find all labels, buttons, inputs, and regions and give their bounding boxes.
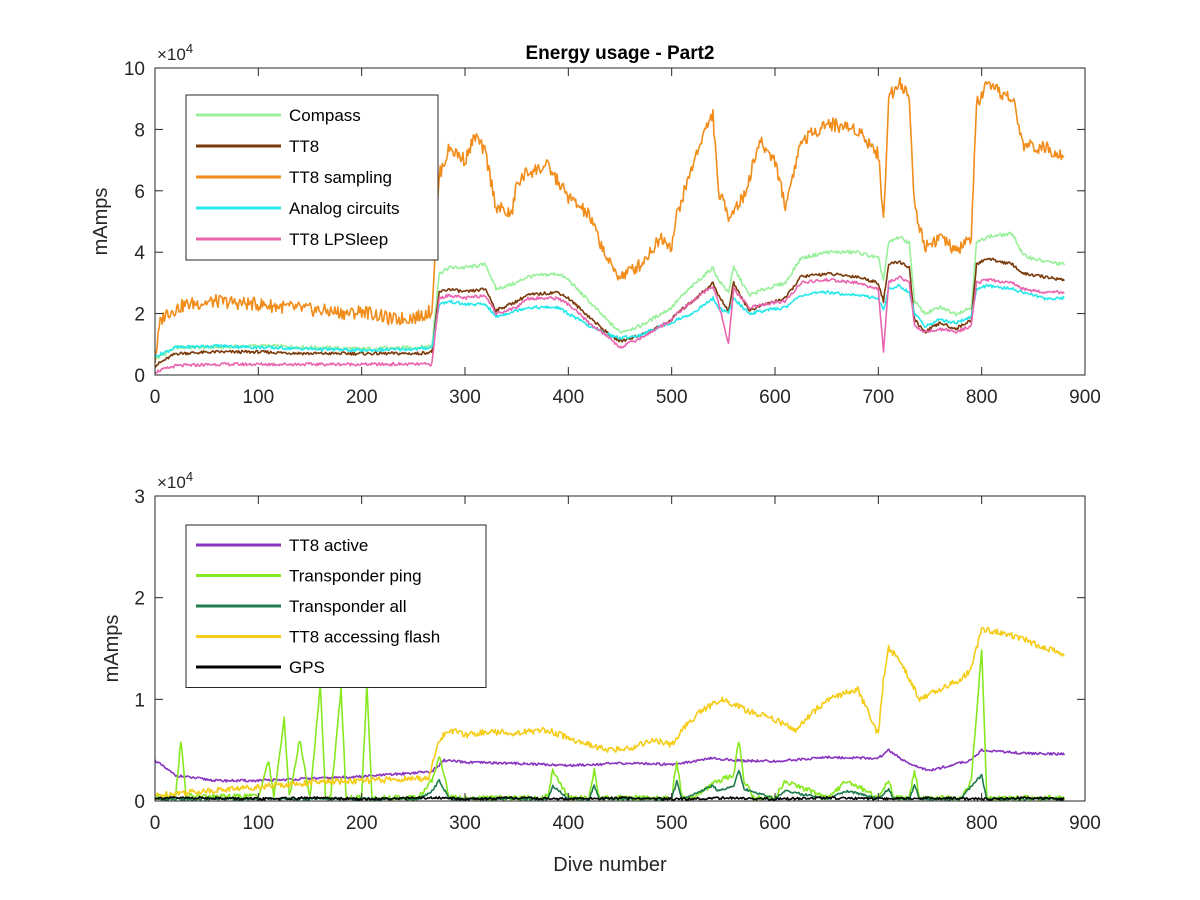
- x-tick-label: 700: [862, 813, 894, 834]
- series-line-gps: [155, 795, 1065, 801]
- x-tick-label: 300: [449, 813, 481, 834]
- x-tick-label: 400: [552, 387, 584, 408]
- y-tick-label: 10: [124, 59, 145, 80]
- x-tick-label: 900: [1069, 387, 1101, 408]
- y-exponent-power: 4: [186, 41, 193, 56]
- series-line-tt8-accessing-flash: [155, 626, 1065, 798]
- y-tick-label: 1: [134, 690, 145, 711]
- y-tick-label: 0: [134, 366, 145, 387]
- legend-label: Transponder ping: [289, 567, 422, 586]
- x-axis-label: Dive number: [553, 854, 667, 876]
- chart-title: Energy usage - Part2: [525, 43, 714, 64]
- x-tick-label: 200: [346, 813, 378, 834]
- legend-label: GPS: [289, 658, 325, 677]
- y-axis-label: mAmps: [101, 615, 123, 683]
- legend-label: TT8 sampling: [289, 168, 392, 187]
- x-tick-label: 600: [759, 387, 791, 408]
- top-chart: 0 100 200 300 400 500 600 700 800 900 0 2 4 6 8 10 ×104 m…: [90, 41, 1101, 408]
- axes-box: [154, 67, 1086, 376]
- legend-label: TT8 LPSleep: [289, 230, 388, 249]
- legend-label: TT8 active: [289, 536, 368, 555]
- y-tick-label: 8: [134, 120, 145, 141]
- legend-label: Compass: [289, 106, 361, 125]
- x-tick-label: 0: [150, 813, 161, 834]
- y-tick-label: 0: [134, 792, 145, 813]
- x-tick-label: 800: [966, 813, 998, 834]
- y-tick-label: 6: [134, 182, 145, 203]
- axes-box: [154, 495, 1086, 802]
- x-tick-label: 600: [759, 813, 791, 834]
- x-tick-label: 300: [449, 387, 481, 408]
- series-line-tt8-sampling: [155, 77, 1065, 363]
- x-tick-label: 100: [242, 387, 274, 408]
- x-tick-label: 700: [862, 387, 894, 408]
- y-tick-label: 3: [134, 487, 145, 508]
- y-axis-label: mAmps: [90, 188, 112, 256]
- bottom-chart: 0 100 200 300 400 500 600 700 800 900 0 1 2 3 ×104 mAmp…: [101, 469, 1101, 876]
- legend: TT8 active Transponder ping Transponder al…: [185, 524, 487, 688]
- x-tick-label: 200: [346, 387, 378, 408]
- y-tick-label: 4: [134, 243, 145, 264]
- legend-label: TT8: [289, 137, 319, 156]
- legend-label: Transponder all: [289, 597, 407, 616]
- x-tick-label: 500: [656, 813, 688, 834]
- series-group: [155, 626, 1066, 801]
- legend-label: Analog circuits: [289, 199, 400, 218]
- x-tick-label: 0: [150, 387, 161, 408]
- series-line-tt8-lpsleep: [155, 275, 1065, 374]
- x-tick-label: 400: [552, 813, 584, 834]
- series-group: [155, 77, 1066, 374]
- y-exponent-label: ×104: [157, 41, 193, 64]
- x-tick-label: 900: [1069, 813, 1101, 834]
- x-tick-label: 800: [966, 387, 998, 408]
- y-tick-label: 2: [134, 305, 145, 326]
- y-exponent-label: ×104: [157, 469, 193, 492]
- y-tick-label: 2: [134, 589, 145, 610]
- legend: Compass TT8 TT8 sampling Analog circuits TT8…: [185, 94, 439, 261]
- x-tick-label: 500: [656, 387, 688, 408]
- y-exponent-power: 4: [186, 469, 193, 484]
- x-tick-label: 100: [242, 813, 274, 834]
- legend-label: TT8 accessing flash: [289, 628, 440, 647]
